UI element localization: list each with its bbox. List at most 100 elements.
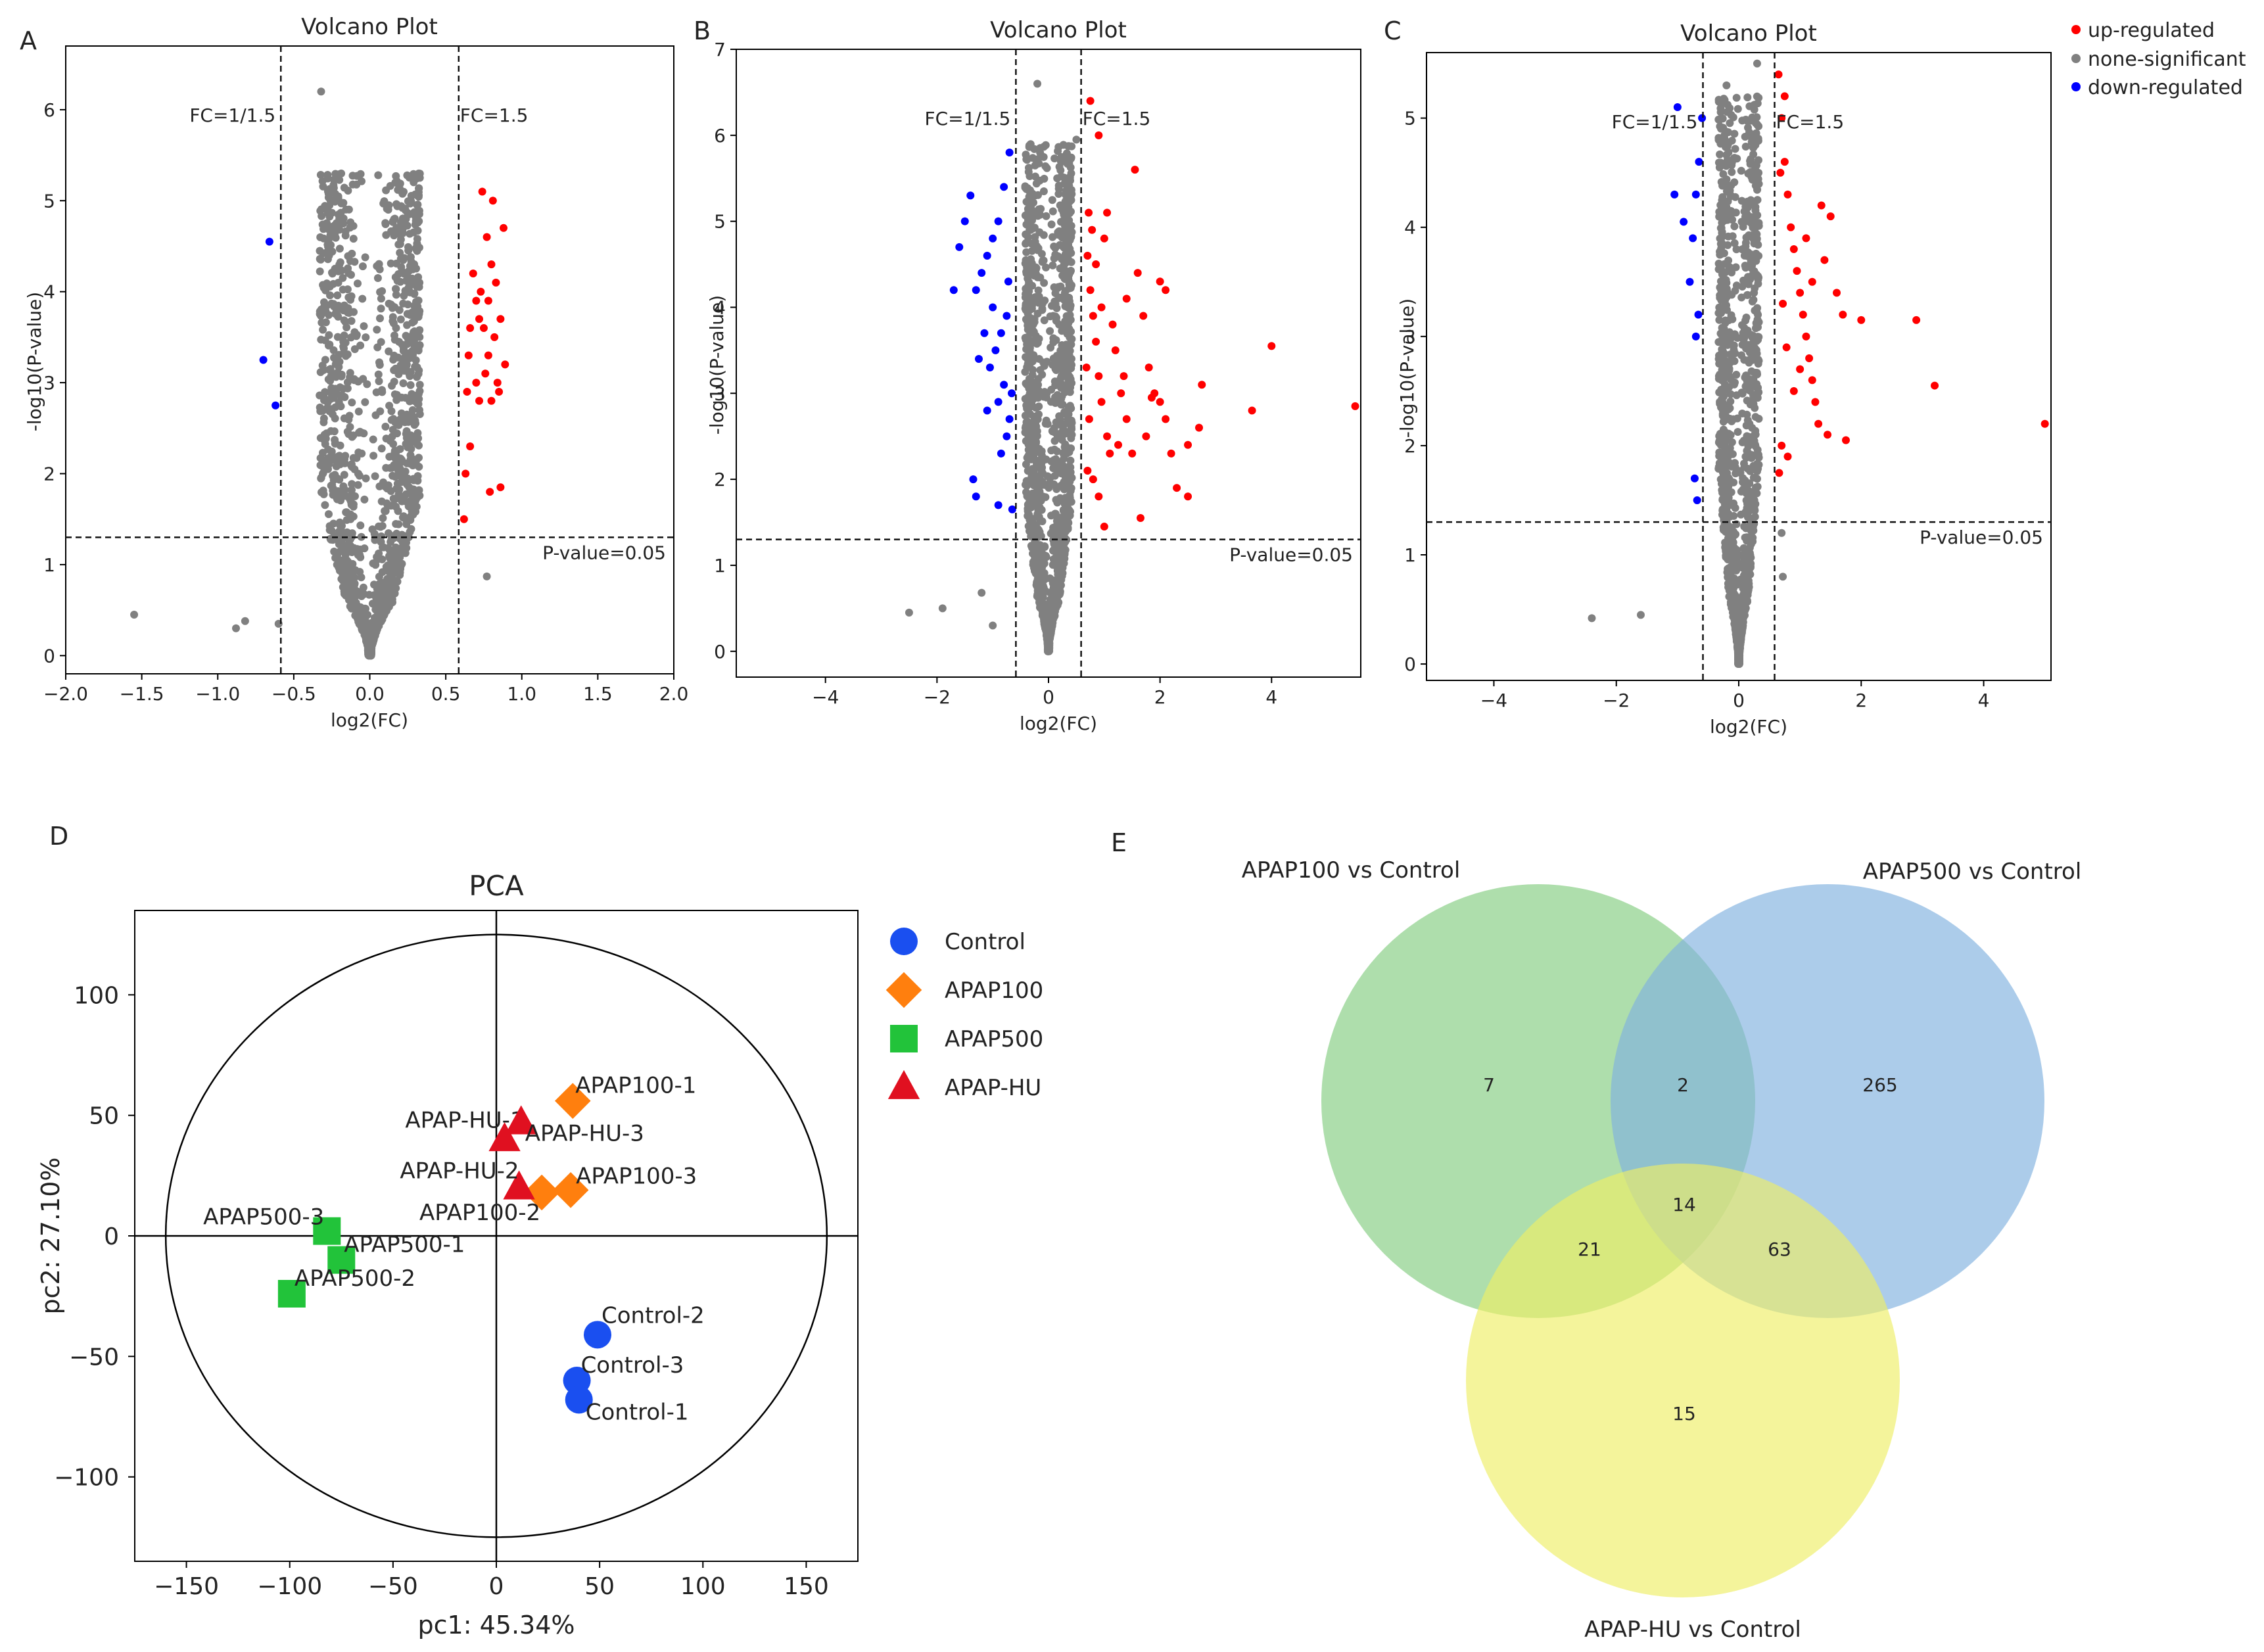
- y-tick-label: 4: [1404, 217, 1416, 239]
- x-tick-label: −2: [924, 686, 951, 708]
- ns-point: [356, 521, 365, 530]
- ns-point: [316, 454, 325, 462]
- ns-point: [348, 249, 356, 258]
- ns-point: [1026, 172, 1034, 180]
- up-regulated-point: [1162, 415, 1170, 423]
- ns-point: [1745, 128, 1753, 137]
- up-regulated-point: [1783, 190, 1792, 199]
- ns-point: [1749, 392, 1758, 401]
- down-regulated-point: [997, 329, 1005, 337]
- ns-point: [385, 589, 394, 598]
- scatter-points: [1588, 59, 2049, 668]
- ns-point: [383, 575, 392, 583]
- ns-point: [334, 279, 342, 287]
- up-regulated-point: [487, 396, 496, 405]
- ns-point: [325, 331, 333, 339]
- ns-point: [404, 310, 413, 318]
- ns-point: [1022, 151, 1030, 159]
- ns-point: [1038, 304, 1047, 313]
- ns-point: [1731, 459, 1739, 467]
- ns-point: [1033, 387, 1042, 395]
- down-regulated-point: [1004, 277, 1012, 286]
- ns-point: [1060, 212, 1069, 221]
- ns-point: [1739, 478, 1747, 486]
- ns-point: [342, 516, 351, 524]
- down-regulated-point: [1005, 415, 1014, 423]
- up-regulated-point: [1857, 316, 1866, 324]
- y-tick-label: 5: [1404, 108, 1416, 130]
- ns-point: [348, 581, 357, 590]
- up-regulated-point: [1833, 289, 1841, 297]
- y-axis-label: -log10(P-value): [24, 292, 45, 431]
- ns-point: [1721, 316, 1730, 325]
- ns-point: [1755, 252, 1763, 260]
- ns-point: [330, 427, 339, 436]
- axis-ticks: −4 −2 0 2 4 0 1 2 3 4 5 6 7: [714, 39, 1277, 708]
- ns-point: [327, 372, 335, 381]
- pca-point-label: APAP-HU-3: [525, 1121, 644, 1147]
- up-regulated-point: [493, 379, 502, 387]
- up-regulated-point: [1775, 469, 1783, 477]
- venn-set-title-apap100: APAP100 vs Control: [1242, 857, 1461, 884]
- venn-count-only-apap100: 7: [1483, 1074, 1495, 1096]
- ns-point: [1057, 384, 1066, 392]
- up-regulated-point: [1083, 251, 1092, 260]
- ns-point: [1717, 250, 1725, 258]
- ns-point: [1027, 514, 1035, 523]
- ns-point: [1022, 306, 1030, 314]
- ns-point: [1042, 263, 1050, 271]
- down-regulated-point: [265, 237, 273, 246]
- ns-point: [324, 193, 333, 202]
- x-tick-label: 1.0: [507, 683, 536, 705]
- ns-point: [1735, 659, 1743, 668]
- down-regulated-point: [1689, 234, 1697, 243]
- ns-point: [402, 520, 411, 529]
- ns-point: [342, 570, 350, 578]
- ns-point: [1027, 255, 1035, 264]
- up-regulated-point: [1131, 166, 1139, 174]
- ns-point: [978, 588, 986, 597]
- up-regulated-point: [1796, 365, 1804, 373]
- ns-point: [356, 170, 365, 178]
- ns-point: [1732, 469, 1740, 478]
- ns-point: [1031, 161, 1039, 170]
- legend-label-apap500: APAP500: [945, 1026, 1043, 1052]
- ns-point: [400, 471, 408, 480]
- venn-count-apap100-apap-hu: 21: [1578, 1239, 1601, 1260]
- ns-point: [989, 621, 997, 630]
- ns-point: [398, 513, 407, 522]
- ns-point: [348, 486, 356, 494]
- ns-point: [413, 440, 422, 448]
- ns-point: [1050, 539, 1059, 548]
- ns-point: [1723, 359, 1732, 367]
- ns-point: [1729, 584, 1737, 592]
- ns-point: [1724, 405, 1733, 413]
- ns-point: [1055, 412, 1064, 421]
- up-regulated-point: [1122, 295, 1131, 303]
- ns-point: [1054, 143, 1063, 151]
- ns-point: [336, 460, 344, 469]
- ns-point: [354, 408, 363, 415]
- up-regulated-point: [475, 396, 483, 405]
- ns-point: [407, 525, 415, 533]
- ns-point: [1741, 277, 1750, 285]
- pca-point-control-1: [565, 1386, 593, 1414]
- ns-point: [1037, 506, 1046, 514]
- ns-point: [375, 522, 383, 531]
- pca-point-label: APAP500-2: [295, 1265, 415, 1292]
- ns-point: [318, 362, 327, 369]
- ns-point: [1588, 614, 1596, 623]
- venn-set-title-apap-hu: APAP-HU vs Control: [1584, 1617, 1801, 1643]
- down-regulated-point: [1000, 183, 1008, 191]
- ns-point: [1027, 304, 1036, 313]
- ns-point: [390, 390, 399, 398]
- up-regulated-point: [488, 197, 497, 205]
- ns-point: [403, 321, 412, 329]
- x-tick-label: −50: [368, 1573, 418, 1600]
- ns-point: [1751, 413, 1760, 421]
- ns-point: [1733, 105, 1742, 113]
- ns-point: [376, 314, 384, 323]
- ns-point: [392, 224, 400, 232]
- ns-point: [387, 415, 396, 424]
- panel-letter-a: A: [20, 26, 37, 55]
